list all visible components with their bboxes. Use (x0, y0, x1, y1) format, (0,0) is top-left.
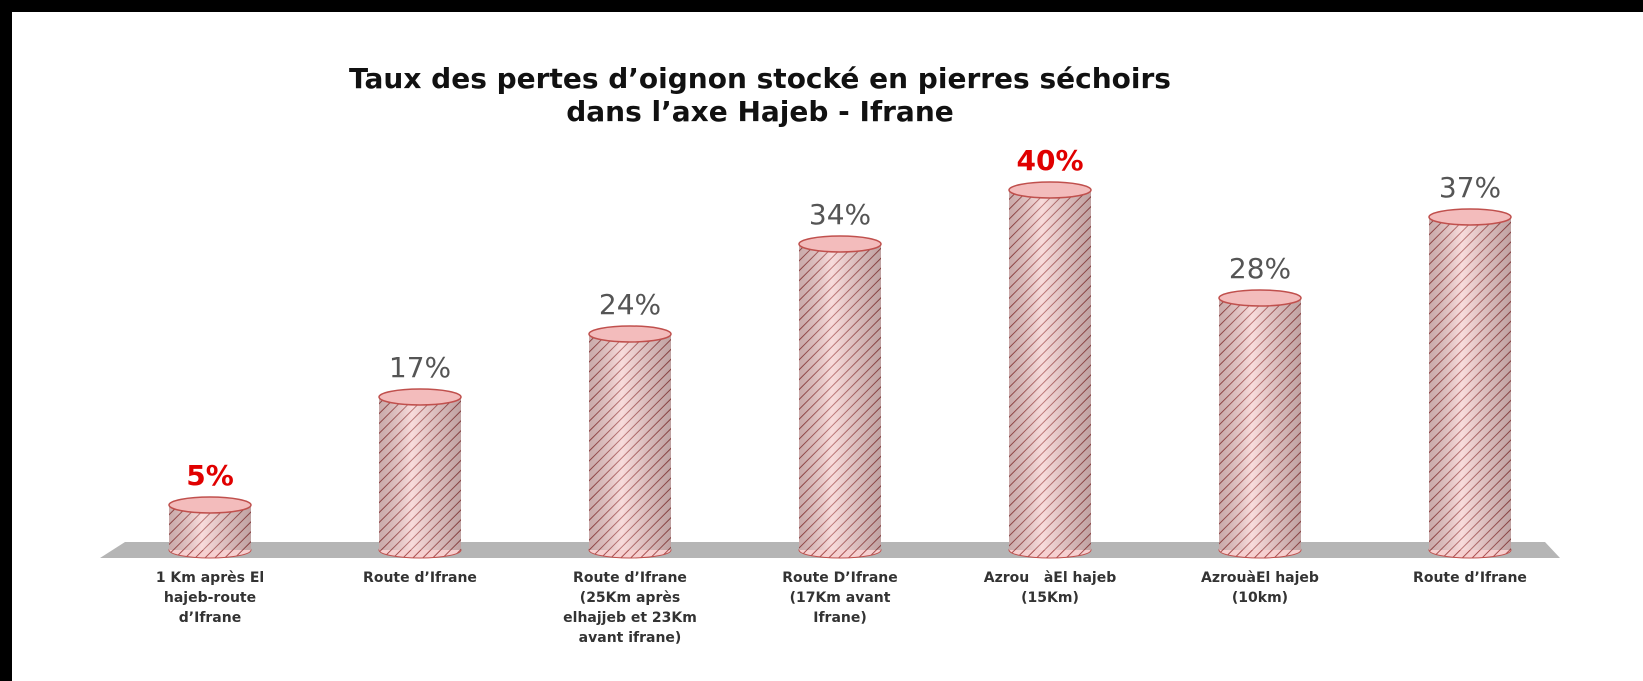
x-tick-label: 1 Km après El hajeb-route d’Ifrane (156, 570, 264, 626)
bar-shade (1219, 298, 1301, 550)
bar-shade (799, 244, 881, 550)
chart-subtitle: dans l’axe Hajeb - Ifrane (566, 95, 954, 128)
value-label: 34% (809, 198, 871, 231)
value-label: 5% (186, 459, 234, 492)
bar-top (1008, 181, 1092, 199)
bar-top (168, 496, 252, 514)
value-label: 24% (599, 288, 661, 321)
bar-top (378, 388, 462, 406)
bar-top (1428, 208, 1512, 226)
bar-shade (589, 334, 671, 550)
value-label: 37% (1439, 171, 1501, 204)
value-label: 17% (389, 351, 451, 384)
bar-top (588, 325, 672, 343)
value-label: 28% (1229, 252, 1291, 285)
chart-title: Taux des pertes d’oignon stocké en pierr… (349, 62, 1171, 95)
x-tick-label: Route D’Ifrane (17Km avant Ifrane) (782, 570, 897, 626)
bar-shade (379, 397, 461, 550)
bar-top (1218, 289, 1302, 307)
bar-shade (1429, 217, 1511, 550)
bar-shade (1009, 190, 1091, 550)
x-tick-label: Route d’Ifrane (25Km après elhajjeb et 23K… (563, 570, 697, 646)
x-tick-label: Route d’Ifrane (363, 570, 477, 586)
value-label: 40% (1016, 144, 1083, 177)
x-tick-label: Azrou àEl hajeb (15Km) (984, 570, 1117, 606)
x-tick-label: AzrouàEl hajeb (10km) (1201, 570, 1319, 606)
x-tick-label: Route d’Ifrane (1413, 570, 1527, 586)
bar-top (798, 235, 882, 253)
